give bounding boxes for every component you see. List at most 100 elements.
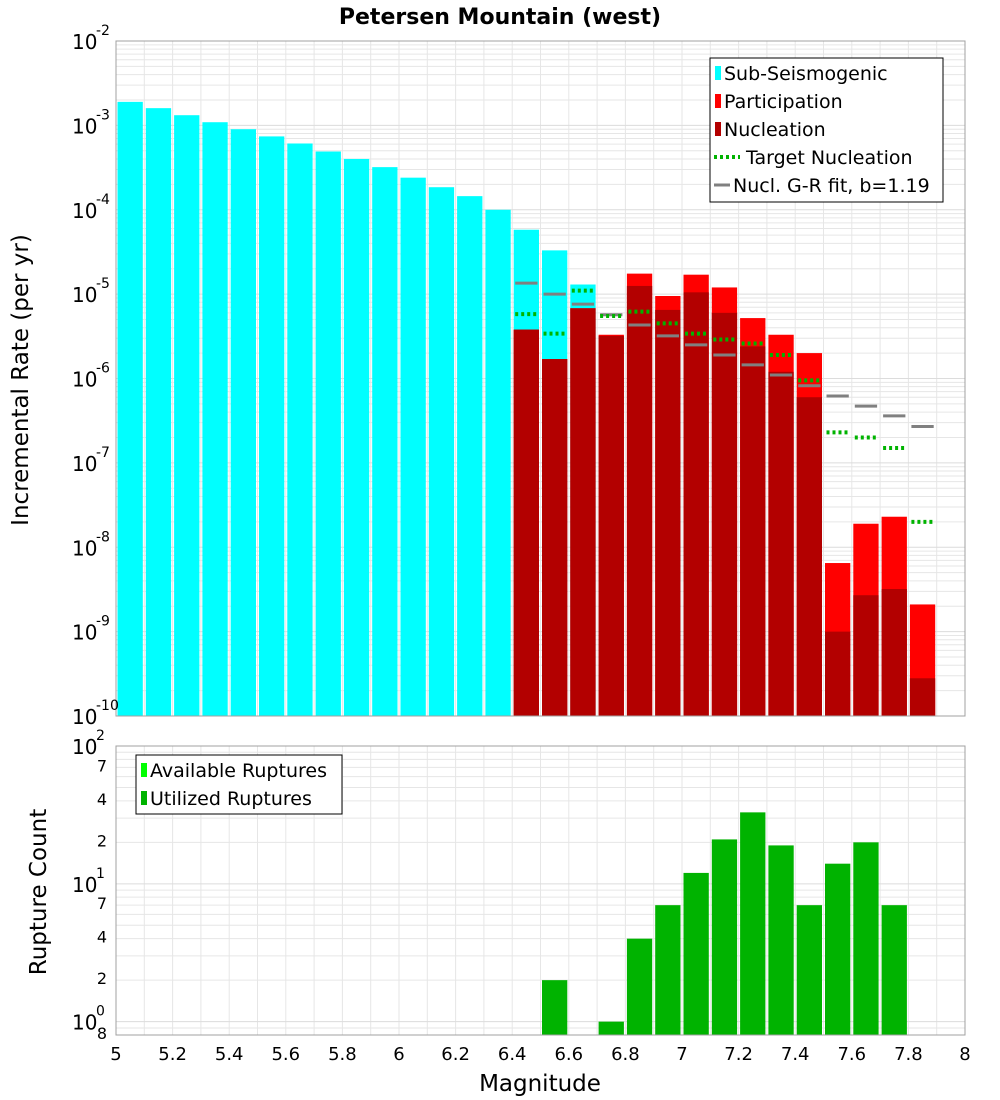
top-bar-nucleation: [825, 631, 851, 716]
x-tick-label: 5.4: [215, 1044, 244, 1065]
x-tick-label: 6.6: [554, 1044, 583, 1065]
bottom-bar-utilized-ruptures: [711, 839, 738, 1035]
bottom-y-tick-label: 10: [72, 735, 97, 759]
bottom-y-minor-tick-label: 7: [97, 894, 107, 913]
bottom-y-tick-exponent: 0: [96, 1004, 105, 1020]
top-y-tick-exponent: -2: [96, 23, 110, 39]
legend-swatch-nucleation: [715, 122, 721, 136]
bottom-y-axis-label: Rupture Count: [26, 809, 52, 975]
top-y-tick-label: 10: [72, 114, 97, 138]
x-tick-label: 6.8: [611, 1044, 640, 1065]
bottom-bar-utilized-ruptures: [853, 842, 879, 1035]
top-y-tick-exponent: -9: [96, 614, 110, 630]
legend-label-utilized-ruptures: Utilized Ruptures: [150, 788, 312, 810]
legend-label-gr-fit: Nucl. G-R fit, b=1.19: [733, 175, 930, 197]
top-y-tick-exponent: -6: [96, 361, 110, 377]
bottom-bar-utilized-ruptures: [768, 845, 794, 1035]
top-bar-sub-seismogenic: [400, 177, 426, 716]
top-bar-sub-seismogenic: [230, 129, 256, 717]
x-tick-label: 5.6: [271, 1044, 300, 1065]
x-tick-label: 6: [393, 1044, 404, 1065]
legend-label-available-ruptures: Available Ruptures: [150, 760, 327, 782]
top-bar-sub-seismogenic: [428, 187, 455, 716]
x-tick-label: 7.6: [837, 1044, 866, 1065]
x-tick-label: 7.8: [894, 1044, 923, 1065]
bottom-bar-utilized-ruptures: [598, 1021, 624, 1035]
top-y-tick-label: 10: [72, 536, 97, 560]
legend-label-participation: Participation: [724, 91, 843, 113]
bottom-bar-utilized-ruptures: [655, 905, 681, 1035]
legend-label-target-nucleation: Target Nucleation: [745, 147, 913, 169]
top-bar-sub-seismogenic: [372, 167, 398, 716]
legend-swatch-utilized-ruptures: [141, 791, 147, 805]
top-bar-sub-seismogenic: [117, 101, 143, 716]
bottom-legend: Available Ruptures Utilized Ruptures: [135, 754, 343, 815]
top-bar-sub-seismogenic: [259, 136, 285, 716]
x-tick-label: 5: [110, 1044, 121, 1065]
top-bar-sub-seismogenic: [343, 158, 370, 717]
top-bar-nucleation: [655, 309, 681, 716]
bottom-y-minor-tick-label: 4: [97, 790, 107, 809]
top-bar-nucleation: [626, 285, 653, 716]
bottom-y-minor-tick-label: 2: [97, 969, 107, 988]
legend-label-nucleation: Nucleation: [724, 119, 826, 141]
x-tick-label: 8: [959, 1044, 970, 1065]
x-tick-label: 5.8: [328, 1044, 357, 1065]
top-y-tick-exponent: -7: [96, 445, 110, 461]
top-legend: Sub-Seismogenic Participation Nucleation…: [709, 57, 944, 203]
bottom-y-minor-tick-label: 8: [97, 1024, 107, 1043]
top-bar-nucleation: [768, 371, 794, 716]
bottom-y-tick-label: 10: [72, 873, 97, 897]
top-bar-nucleation: [740, 346, 766, 716]
top-bar-nucleation: [909, 678, 936, 716]
bottom-y-tick-exponent: 2: [96, 728, 105, 744]
chart-title: Petersen Mountain (west): [339, 5, 661, 30]
top-legend-box: [709, 57, 944, 203]
bottom-y-tick-exponent: 1: [96, 866, 105, 882]
top-bar-nucleation: [796, 397, 822, 716]
top-y-tick-label: 10: [72, 199, 97, 223]
x-tick-label: 7.4: [781, 1044, 810, 1065]
top-bar-sub-seismogenic: [174, 115, 200, 716]
bottom-plot-frame: [115, 745, 966, 1036]
bottom-y-tick-label: 10: [72, 1011, 97, 1035]
top-plot-frame: [115, 40, 966, 717]
top-bar-nucleation: [881, 589, 907, 716]
top-bar-sub-seismogenic: [315, 151, 341, 716]
top-bar-nucleation: [598, 335, 624, 716]
x-tick-label: 6.2: [441, 1044, 470, 1065]
top-bar-sub-seismogenic: [457, 196, 483, 716]
legend-swatch-sub-seismogenic: [715, 66, 721, 80]
top-bar-nucleation: [513, 329, 539, 716]
x-axis-label: Magnitude: [479, 1071, 601, 1097]
top-y-tick-exponent: -8: [96, 529, 110, 545]
top-y-tick-exponent: -5: [96, 276, 110, 292]
x-tick-label: 7.2: [724, 1044, 753, 1065]
x-tick-label: 6.4: [498, 1044, 527, 1065]
x-axis-ticks: 5 5.2 5.4 5.6 5.8 6 6.2 6.4 6.6 6.8 7 7.2 7.4 7.6 7.8 8: [110, 1044, 970, 1065]
top-plot-bars: [117, 101, 936, 717]
top-y-tick-label: 10: [72, 368, 97, 392]
top-bar-nucleation: [570, 308, 596, 716]
bottom-bar-utilized-ruptures: [825, 863, 851, 1035]
top-bar-nucleation: [853, 595, 879, 716]
top-plot-lines: [515, 281, 934, 524]
top-bar-sub-seismogenic: [145, 108, 172, 717]
bottom-plot-bars: [542, 812, 907, 1035]
bottom-bar-utilized-ruptures: [881, 905, 907, 1035]
legend-swatch-participation: [715, 94, 721, 108]
legend-label-sub-seismogenic: Sub-Seismogenic: [724, 63, 888, 85]
top-bar-sub-seismogenic: [202, 122, 228, 716]
top-y-tick-label: 10: [72, 30, 97, 54]
top-bar-sub-seismogenic: [485, 209, 511, 716]
top-y-tick-exponent: -4: [96, 192, 110, 208]
top-y-tick-exponent: -3: [96, 107, 110, 123]
bottom-bar-utilized-ruptures: [626, 938, 653, 1035]
top-y-tick-exponent: -10: [96, 698, 119, 714]
bottom-y-minor-tick-label: 4: [97, 928, 107, 947]
bottom-bar-utilized-ruptures: [542, 980, 568, 1035]
bottom-bar-utilized-ruptures: [796, 905, 822, 1035]
bottom-bar-utilized-ruptures: [683, 872, 709, 1035]
